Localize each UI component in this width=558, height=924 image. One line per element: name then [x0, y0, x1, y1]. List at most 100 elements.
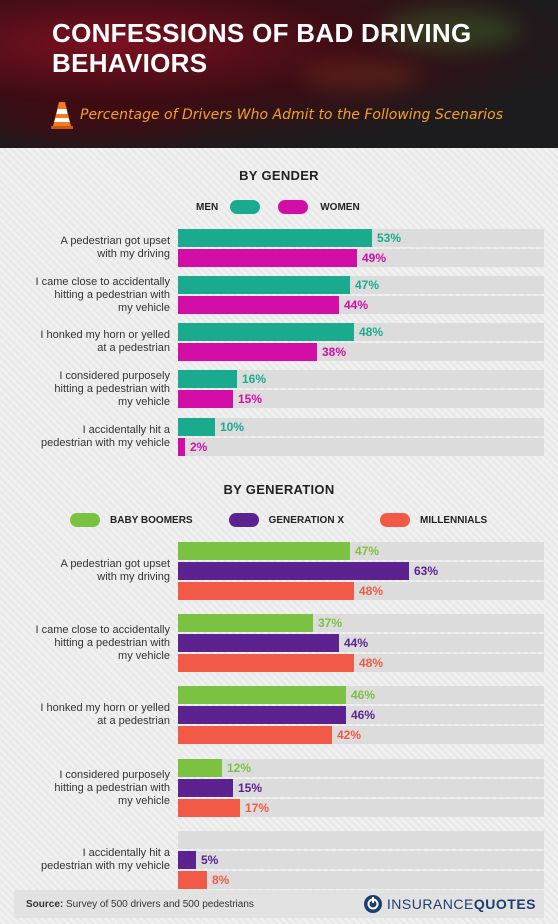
bar-track: 10%	[178, 418, 544, 436]
brand-logo: INSURANCE QUOTES	[363, 894, 536, 914]
category-label: I honked my horn or yelled at a pedestria…	[40, 329, 170, 354]
bar-baby-boomers	[178, 759, 222, 777]
bar-millennials	[178, 726, 332, 744]
source-text: Survey of 500 drivers and 500 pedestrian…	[66, 898, 254, 910]
bar-track: 46%	[178, 686, 544, 704]
data-label-millennials: 8%	[212, 873, 230, 887]
category-label: A pedestrian got upset with my driving	[60, 235, 170, 260]
bar-baby-boomers	[178, 614, 313, 632]
category-label: A pedestrian got upset with my driving	[60, 558, 170, 583]
category-label: I came close to accidentally hitting a pe…	[35, 275, 170, 314]
category-label: I accidentally hit a pedestrian with my v…	[40, 847, 170, 872]
bar-millennials	[178, 654, 354, 672]
category-label: I accidentally hit a pedestrian with my v…	[40, 424, 170, 449]
legend-swatch-men	[230, 200, 261, 214]
bar-track: 46%	[178, 706, 544, 724]
bar-track: 49%	[178, 249, 544, 267]
bar-track: 5%	[178, 851, 544, 869]
data-label-millennials: 42%	[337, 728, 362, 742]
data-label-millennials: 48%	[359, 584, 384, 598]
generation-legend: BABY BOOMERS GENERATION X MILLENNIALS	[70, 513, 487, 527]
bar-track: 15%	[178, 390, 544, 408]
bar-generation-x	[178, 562, 409, 580]
data-label-men: 47%	[355, 278, 380, 292]
data-label-generation-x: 46%	[351, 708, 376, 722]
bar-track: 53%	[178, 229, 544, 247]
bar-millennials	[178, 871, 207, 889]
data-label-women: 49%	[362, 251, 387, 265]
bar-track: 47%	[178, 542, 544, 560]
bar-baby-boomers	[178, 542, 350, 560]
source-label: Source:	[26, 898, 64, 910]
legend-label-men: MEN	[196, 201, 219, 213]
page-subtitle: Percentage of Drivers Who Admit to the F…	[80, 107, 504, 123]
legend-swatch-generation-x	[228, 513, 259, 527]
gender-section-title: BY GENDER	[239, 168, 319, 183]
bar-men	[178, 323, 354, 341]
bar-generation-x	[178, 634, 339, 652]
bar-track: 16%	[178, 370, 544, 388]
insurancequotes-logo-icon	[363, 895, 382, 913]
bar-track: 42%	[178, 726, 544, 744]
bar-track: 44%	[178, 634, 544, 652]
bar-women	[178, 296, 339, 314]
generation-section-title: BY GENERATION	[223, 482, 335, 497]
data-label-baby-boomers: 46%	[351, 688, 376, 702]
bar-track: 63%	[178, 562, 544, 580]
bar-track: 8%	[178, 871, 544, 889]
data-label-baby-boomers: 37%	[318, 616, 343, 630]
legend-label-generation-x: GENERATION X	[268, 514, 344, 526]
data-label-generation-x: 44%	[344, 636, 369, 650]
subtitle-row: Percentage of Drivers Who Admit to the F…	[50, 98, 503, 132]
bar-track: 15%	[178, 779, 544, 797]
page-title: Confessions of Bad Driving Behaviors	[52, 18, 472, 78]
category-label: I considered purposely hitting a pedestri…	[54, 369, 170, 408]
bar-track: 47%	[178, 276, 544, 294]
bar-women	[178, 343, 317, 361]
category-label: I came close to accidentally hitting a pe…	[35, 623, 170, 662]
header-banner: Confessions of Bad Driving Behaviors Per…	[0, 0, 558, 148]
category-label: I honked my horn or yelled at a pedestria…	[40, 702, 170, 727]
data-label-men: 48%	[359, 325, 384, 339]
bar-generation-x	[178, 706, 346, 724]
bar-millennials	[178, 799, 240, 817]
brand-name-part2: QUOTES	[473, 896, 536, 912]
legend-label-baby-boomers: BABY BOOMERS	[110, 514, 193, 526]
traffic-cone-icon	[51, 102, 73, 129]
category-label: I considered purposely hitting a pedestri…	[54, 768, 170, 807]
legend-swatch-millennials	[380, 513, 410, 527]
bar-men	[178, 418, 215, 436]
data-label-women: 15%	[238, 392, 263, 406]
bar-men	[178, 276, 350, 294]
data-label-women: 38%	[322, 345, 347, 359]
legend-label-women: WOMEN	[320, 201, 360, 213]
data-label-men: 53%	[377, 231, 402, 245]
bar-track: 48%	[178, 654, 544, 672]
bar-millennials	[178, 582, 354, 600]
data-label-millennials: 48%	[359, 656, 384, 670]
bar-track: 48%	[178, 323, 544, 341]
data-label-men: 10%	[220, 420, 245, 434]
data-label-women: 44%	[344, 298, 369, 312]
gender-legend: MEN WOMEN	[196, 200, 360, 214]
bar-generation-x	[178, 851, 196, 869]
legend-swatch-baby-boomers	[70, 513, 100, 527]
bar-men	[178, 370, 237, 388]
legend-label-millennials: MILLENNIALS	[420, 514, 488, 526]
data-label-generation-x: 63%	[414, 564, 439, 578]
bar-track: 44%	[178, 296, 544, 314]
bar-women	[178, 438, 185, 456]
data-label-millennials: 17%	[245, 801, 270, 815]
footer: Source: Survey of 500 drivers and 500 pe…	[14, 890, 544, 918]
bar-generation-x	[178, 779, 233, 797]
bar-women	[178, 390, 233, 408]
bar-track: 48%	[178, 582, 544, 600]
data-label-generation-x: 5%	[201, 853, 219, 867]
data-label-baby-boomers: 47%	[355, 544, 380, 558]
brand-name-part1: INSURANCE	[386, 896, 474, 912]
bar-track: 38%	[178, 343, 544, 361]
bar-track: 12%	[178, 759, 544, 777]
bar-women	[178, 249, 357, 267]
bar-track: 2%	[178, 438, 544, 456]
data-label-baby-boomers: 12%	[227, 761, 252, 775]
